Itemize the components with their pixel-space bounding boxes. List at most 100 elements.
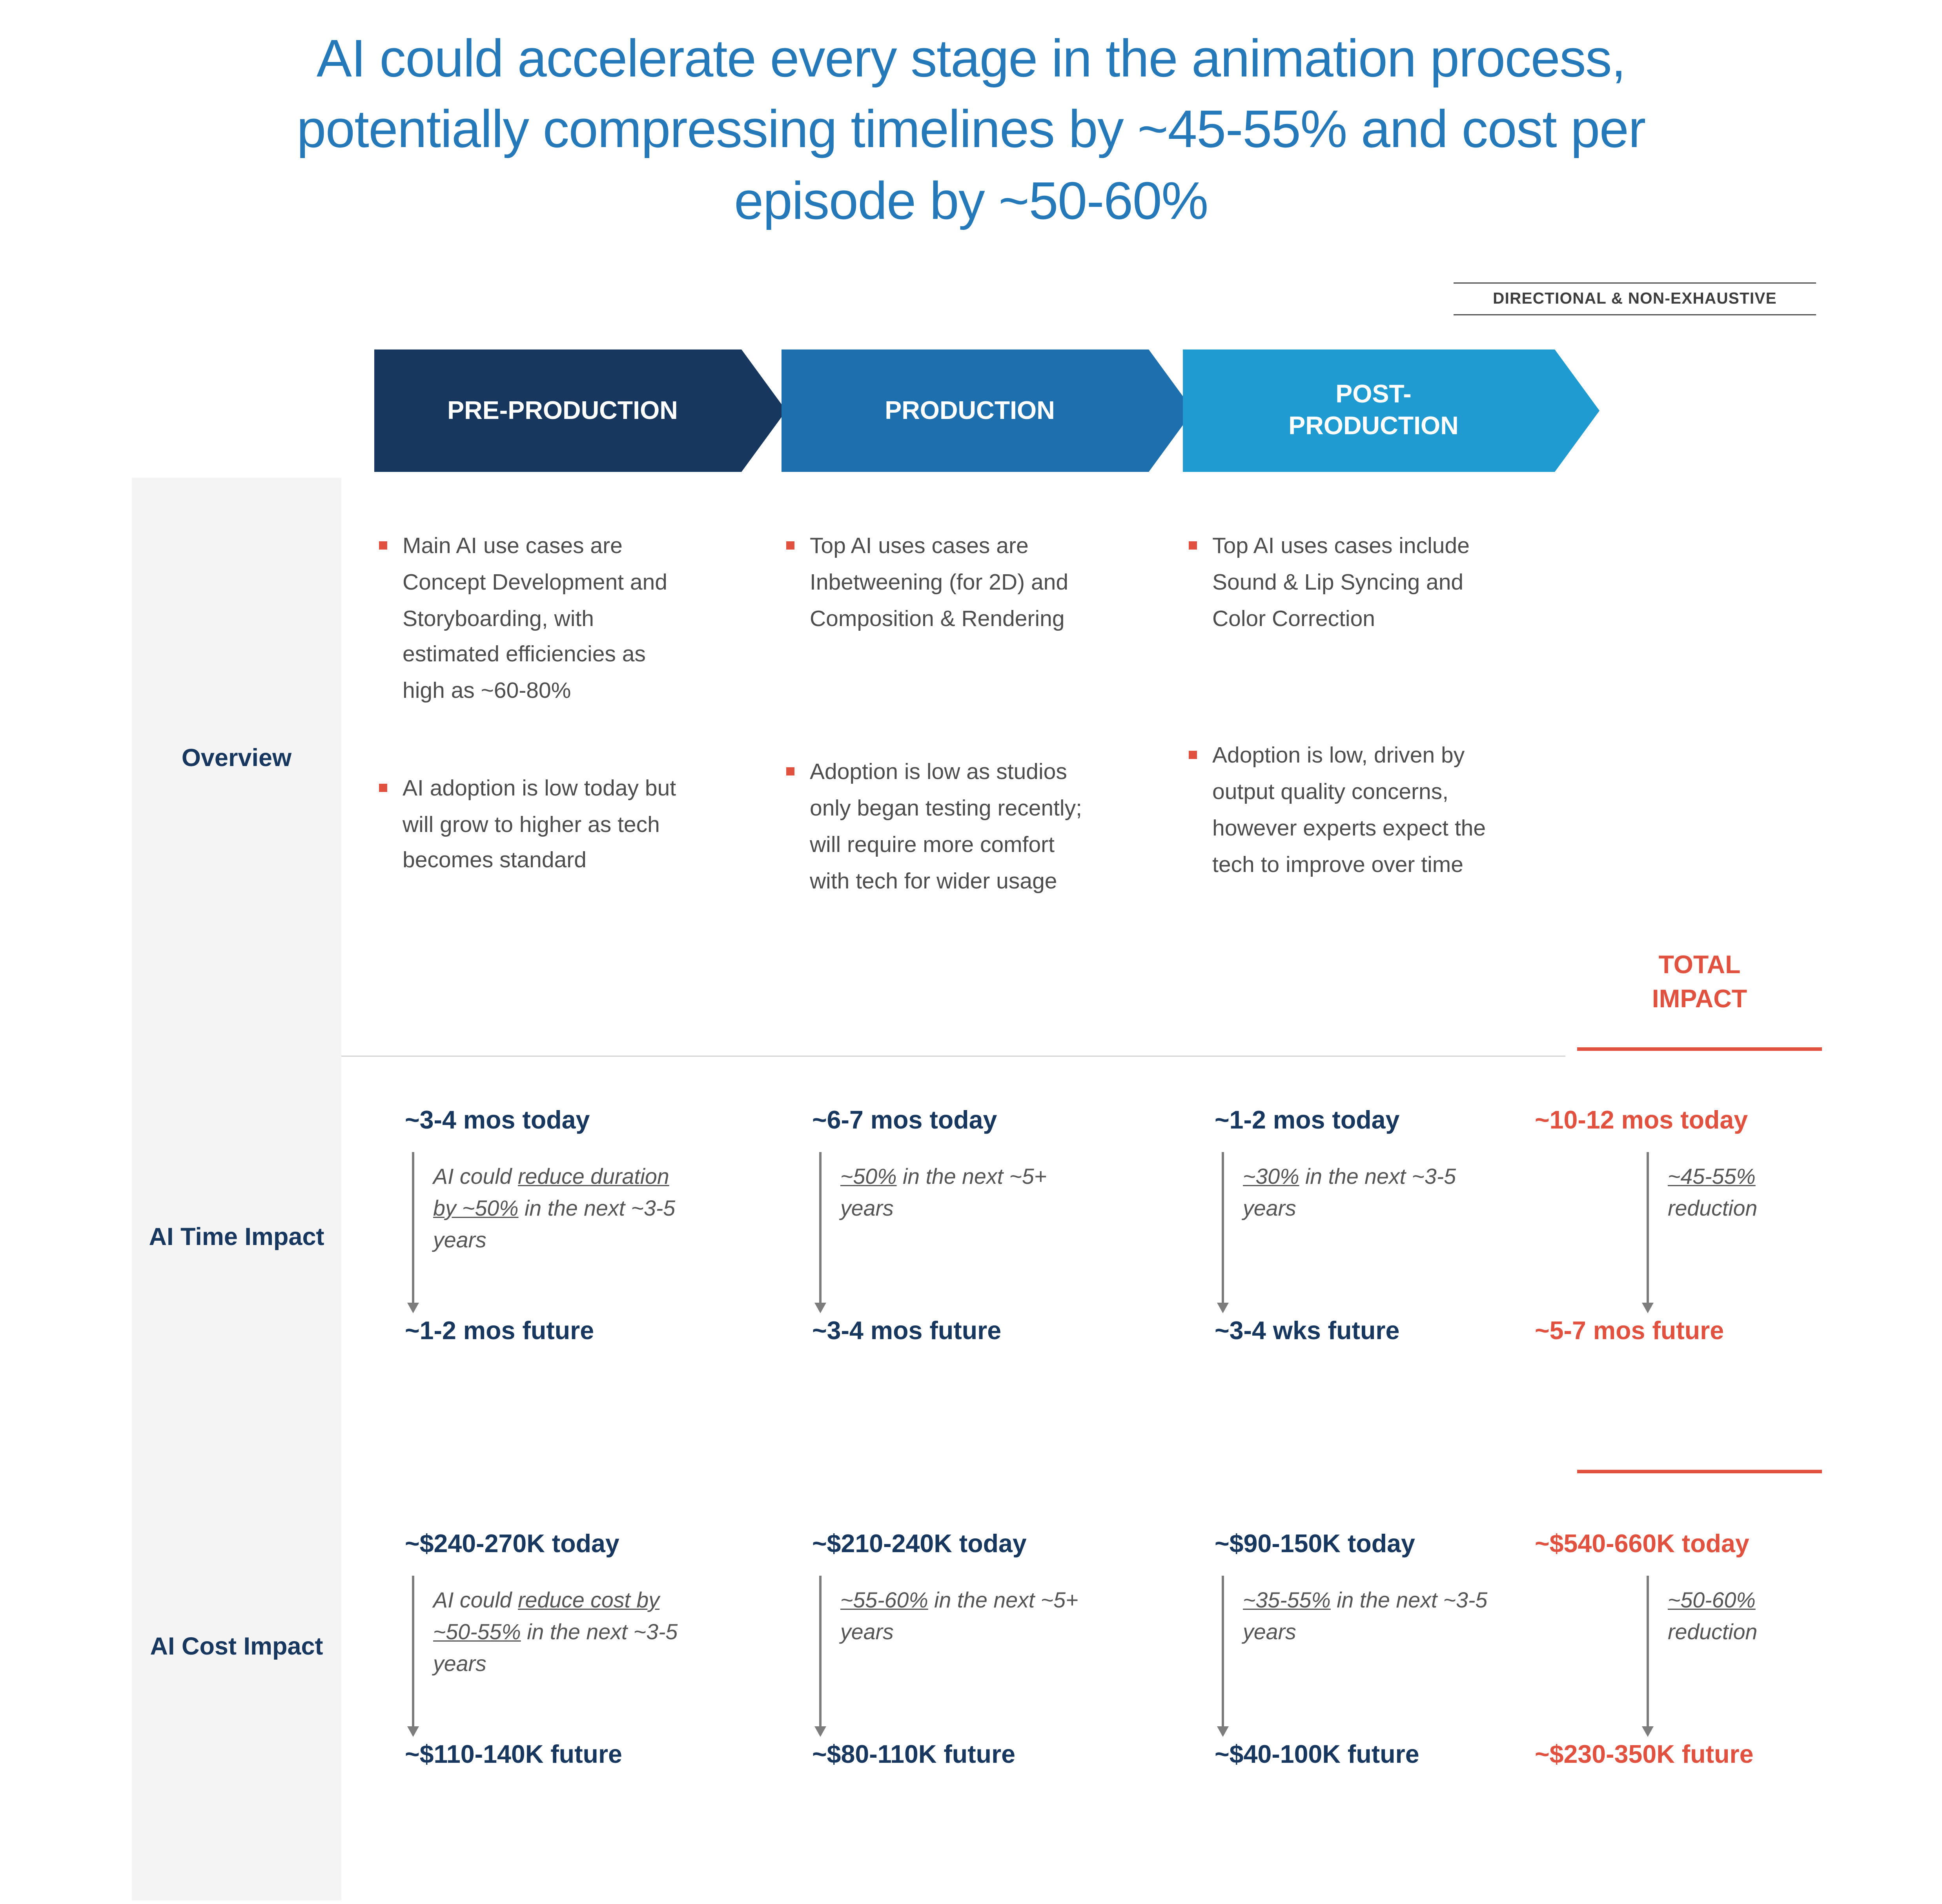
row-label-strip <box>132 478 341 1900</box>
cost-today-value: ~$90-150K today <box>1215 1530 1415 1558</box>
down-arrow-icon <box>1216 1152 1228 1313</box>
note-text: ~45-55% reduction <box>1668 1147 1817 1303</box>
down-arrow-icon <box>1641 1576 1653 1737</box>
cost-today-value: ~$210-240K today <box>812 1530 1027 1558</box>
note-post: reduction <box>1668 1619 1758 1644</box>
note-text: ~50-60% reduction <box>1668 1571 1817 1726</box>
total-impact-underline-top <box>1577 1047 1822 1051</box>
stage-label-pre-production: PRE-PRODUCTION <box>447 396 678 424</box>
row-label-overview: Overview <box>181 745 292 772</box>
time-reduction-note: ~30% in the next ~3-5 years <box>1189 1147 1554 1313</box>
bullet-square-icon <box>786 541 794 550</box>
bullet-text: Adoption is low, driven by output qualit… <box>1212 744 1486 877</box>
note-post: in the next ~3-5 years <box>1243 1587 1488 1644</box>
bullet-item: AI adoption is low today but will grow t… <box>379 772 744 880</box>
note-text: AI could reduce cost by ~50-55% in the n… <box>433 1571 683 1726</box>
note-post: reduction <box>1668 1195 1758 1220</box>
cost-future-value: ~$80-110K future <box>812 1740 1016 1769</box>
time-today-value: ~6-7 mos today <box>812 1106 997 1134</box>
bullet-text: Main AI use cases are Concept Developmen… <box>403 534 667 704</box>
bullet-text: Top AI uses cases include Sound & Lip Sy… <box>1212 534 1470 632</box>
note-pre: AI could <box>433 1164 518 1189</box>
bullet-item: Top AI uses cases are Inbetweening (for … <box>786 530 1151 638</box>
note-underlined: ~50% <box>840 1164 897 1189</box>
note-underlined: ~50-60% <box>1668 1587 1756 1612</box>
bullet-square-icon <box>1189 751 1197 759</box>
cost-reduction-note: ~50-60% reduction <box>1535 1571 1817 1737</box>
overview-production: Top AI uses cases are Inbetweening (for … <box>786 530 1151 901</box>
cost-reduction-note: ~35-55% in the next ~3-5 years <box>1189 1571 1554 1737</box>
time-reduction-note: ~50% in the next ~5+ years <box>786 1147 1151 1313</box>
row-label-ai-time-impact: AI Time Impact <box>149 1224 324 1251</box>
time-today-value: ~10-12 mos today <box>1535 1106 1748 1134</box>
time-future-value: ~1-2 mos future <box>405 1317 594 1345</box>
cost-today-value: ~$240-270K today <box>405 1530 619 1558</box>
note-underlined: ~45-55% <box>1668 1164 1756 1189</box>
note-underlined: ~55-60% <box>840 1587 928 1612</box>
time-impact-pre-production: ~3-4 mos today AI could reduce duration … <box>379 1106 744 1346</box>
note-underlined: reduce cost by ~50-55% <box>433 1587 659 1644</box>
total-impact-underline-middle <box>1577 1470 1822 1473</box>
disclaimer-badge: DIRECTIONAL & NON-EXHAUSTIVE <box>1454 282 1816 315</box>
note-underlined: ~35-55% <box>1243 1587 1331 1612</box>
bullet-square-icon <box>786 767 794 776</box>
stage-chevron-post-production: POST-PRODUCTION <box>1183 349 1600 472</box>
bullet-square-icon <box>1189 541 1197 550</box>
overview-pre-production: Main AI use cases are Concept Developmen… <box>379 530 744 880</box>
time-future-value: ~5-7 mos future <box>1535 1317 1724 1345</box>
bullet-square-icon <box>379 783 387 792</box>
time-impact-production: ~6-7 mos today ~50% in the next ~5+ year… <box>786 1106 1151 1346</box>
time-today-value: ~1-2 mos today <box>1215 1106 1400 1134</box>
bullet-text: Top AI uses cases are Inbetweening (for … <box>810 534 1069 632</box>
cost-future-value: ~$40-100K future <box>1215 1740 1419 1769</box>
down-arrow-icon <box>1641 1152 1653 1313</box>
note-post: in the next ~5+ years <box>840 1587 1078 1644</box>
note-text: AI could reduce duration by ~50% in the … <box>433 1147 683 1303</box>
cost-impact-production: ~$210-240K today ~55-60% in the next ~5+… <box>786 1530 1151 1770</box>
bullet-text: AI adoption is low today but will grow t… <box>403 776 676 874</box>
time-impact-total: ~10-12 mos today ~45-55% reduction ~5-7 … <box>1535 1106 1817 1346</box>
stage-chevron-production: PRODUCTION <box>782 349 1193 472</box>
cost-today-value: ~$540-660K today <box>1535 1530 1749 1558</box>
bullet-square-icon <box>379 541 387 550</box>
time-today-value: ~3-4 mos today <box>405 1106 590 1134</box>
down-arrow-icon <box>814 1152 826 1313</box>
time-reduction-note: AI could reduce duration by ~50% in the … <box>379 1147 744 1313</box>
row-divider-line <box>341 1056 1565 1057</box>
cost-reduction-note: AI could reduce cost by ~50-55% in the n… <box>379 1571 744 1737</box>
note-pre: AI could <box>433 1587 518 1612</box>
note-underlined: ~30% <box>1243 1164 1299 1189</box>
bullet-item: Adoption is low, driven by output qualit… <box>1189 739 1554 884</box>
time-reduction-note: ~45-55% reduction <box>1535 1147 1817 1313</box>
time-future-value: ~3-4 mos future <box>812 1317 1002 1345</box>
note-post: in the next ~3-5 years <box>1243 1164 1456 1220</box>
note-post: in the next ~3-5 years <box>433 1619 678 1675</box>
cost-reduction-note: ~55-60% in the next ~5+ years <box>786 1571 1151 1737</box>
time-future-value: ~3-4 wks future <box>1215 1317 1400 1345</box>
overview-post-production: Top AI uses cases include Sound & Lip Sy… <box>1189 530 1554 884</box>
cost-impact-total: ~$540-660K today ~50-60% reduction ~$230… <box>1535 1530 1817 1770</box>
page-title: AI could accelerate every stage in the a… <box>297 28 1646 230</box>
note-post: in the next ~5+ years <box>840 1164 1047 1220</box>
down-arrow-icon <box>1216 1576 1228 1737</box>
note-text: ~35-55% in the next ~3-5 years <box>1243 1571 1492 1726</box>
bullet-item: Main AI use cases are Concept Developmen… <box>379 530 744 710</box>
stage-label-production: PRODUCTION <box>885 396 1055 424</box>
note-underlined: reduce duration by ~50% <box>433 1164 669 1220</box>
bullet-item: Top AI uses cases include Sound & Lip Sy… <box>1189 530 1554 638</box>
note-post: in the next ~3-5 years <box>433 1195 676 1252</box>
cost-future-value: ~$110-140K future <box>405 1740 622 1769</box>
stage-chevron-pre-production: PRE-PRODUCTION <box>374 349 786 472</box>
bullet-text: Adoption is low as studios only began te… <box>810 760 1082 894</box>
note-text: ~55-60% in the next ~5+ years <box>840 1571 1090 1726</box>
down-arrow-icon <box>406 1152 419 1313</box>
total-impact-header: TOTAL IMPACT <box>1652 951 1747 1014</box>
bullet-item: Adoption is low as studios only began te… <box>786 756 1151 901</box>
note-text: ~30% in the next ~3-5 years <box>1243 1147 1492 1303</box>
time-impact-post-production: ~1-2 mos today ~30% in the next ~3-5 yea… <box>1189 1106 1554 1346</box>
stage-label-post-production: POST-PRODUCTION <box>1288 380 1459 440</box>
down-arrow-icon <box>814 1576 826 1737</box>
row-label-ai-cost-impact: AI Cost Impact <box>150 1633 323 1660</box>
note-text: ~50% in the next ~5+ years <box>840 1147 1090 1303</box>
